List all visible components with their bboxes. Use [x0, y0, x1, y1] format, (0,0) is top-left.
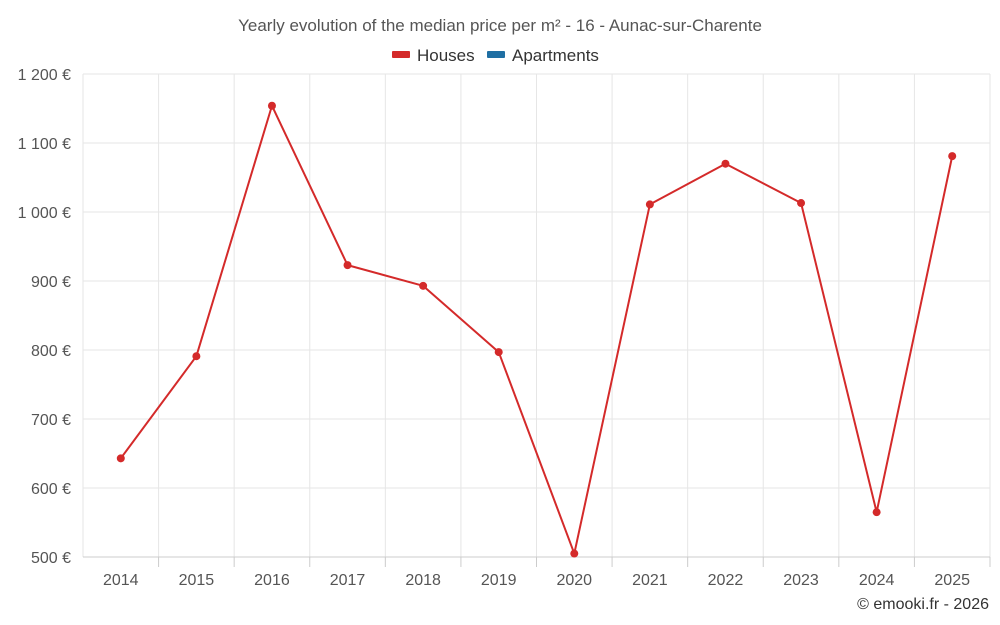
data-point[interactable]: [872, 508, 881, 517]
data-point[interactable]: [267, 101, 276, 110]
x-tick-label: 2015: [179, 572, 215, 589]
y-axis-ticks: 500 € 600 € 700 € 800 € 900 € 1 000 € 1 100 € 1…: [18, 67, 71, 567]
series-houses: [116, 101, 957, 558]
series-line-houses: [119, 104, 954, 555]
x-tick-label: 2019: [481, 572, 517, 589]
legend-swatch-houses: [392, 51, 410, 58]
data-point[interactable]: [797, 199, 806, 208]
y-tick-label: 700 €: [31, 412, 71, 429]
y-tick-label: 1 200 €: [18, 67, 71, 84]
x-tick-label: 2024: [859, 572, 895, 589]
x-tick-label: 2023: [783, 572, 819, 589]
legend: Houses Apartments: [392, 46, 599, 65]
x-tick-label: 2022: [708, 572, 744, 589]
data-point[interactable]: [343, 261, 352, 270]
grid: [82, 73, 991, 557]
x-tick-label: 2020: [556, 572, 592, 589]
legend-label-houses[interactable]: Houses: [417, 46, 475, 65]
x-tick-label: 2025: [934, 572, 970, 589]
data-point[interactable]: [721, 159, 730, 168]
y-tick-label: 600 €: [31, 481, 71, 498]
credit-text: © emooki.fr - 2026: [857, 596, 989, 613]
data-point[interactable]: [645, 200, 654, 209]
y-tick-label: 1 100 €: [18, 136, 71, 153]
data-point[interactable]: [494, 348, 503, 357]
legend-label-apartments[interactable]: Apartments: [512, 46, 599, 65]
x-tick-label: 2017: [330, 572, 366, 589]
data-point[interactable]: [116, 454, 125, 463]
y-tick-label: 900 €: [31, 274, 71, 291]
data-point[interactable]: [948, 152, 957, 161]
y-tick-label: 1 000 €: [18, 205, 71, 222]
legend-item-houses[interactable]: Houses: [392, 46, 475, 65]
y-tick-label: 500 €: [31, 550, 71, 567]
legend-swatch-apartments: [487, 51, 505, 58]
y-tick-label: 800 €: [31, 343, 71, 360]
data-point[interactable]: [570, 549, 579, 558]
x-axis-ticks: 2014 2015 2016 2017 2018 2019 2020 2021 2022 2023…: [103, 557, 991, 589]
chart-title: Yearly evolution of the median price per…: [238, 16, 762, 35]
x-tick-label: 2016: [254, 572, 290, 589]
data-point[interactable]: [419, 281, 428, 290]
x-tick-label: 2021: [632, 572, 668, 589]
x-tick-label: 2018: [405, 572, 441, 589]
legend-item-apartments[interactable]: Apartments: [487, 46, 599, 65]
data-point[interactable]: [192, 352, 201, 361]
x-tick-label: 2014: [103, 572, 139, 589]
